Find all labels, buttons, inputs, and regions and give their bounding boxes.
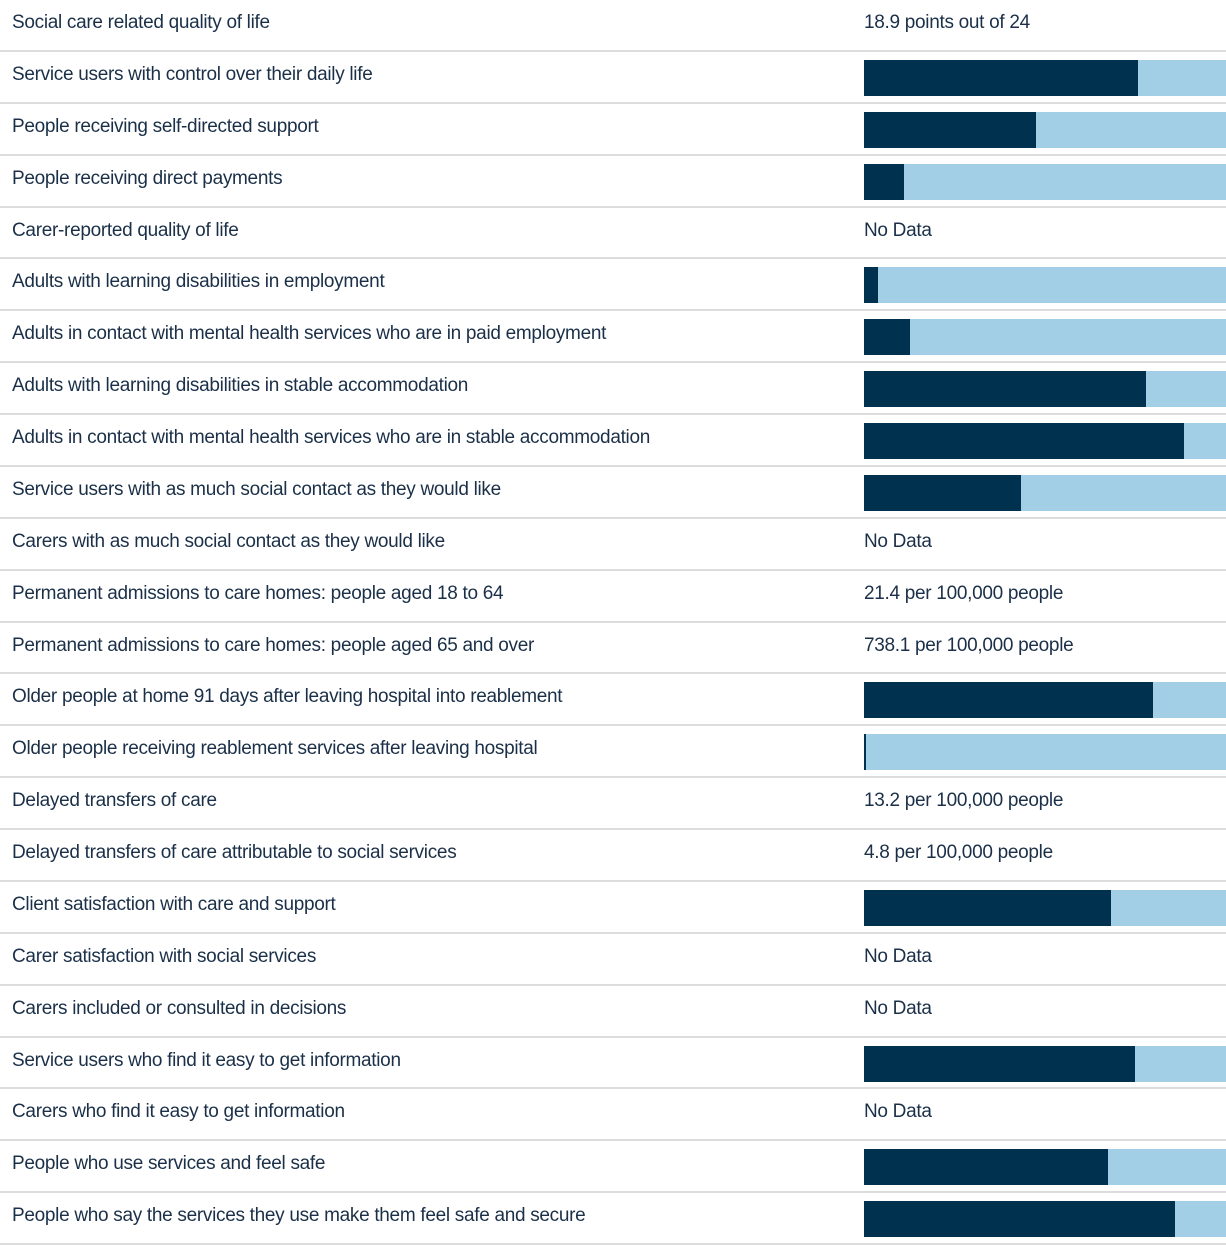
indicator-row: Service users with control over their da… (0, 52, 1226, 104)
bar-track (864, 734, 1226, 771)
bar (864, 267, 879, 304)
indicator-label: Service users with control over their da… (12, 63, 373, 85)
indicator-row: People receiving direct payments (0, 156, 1226, 208)
indicator-row: Delayed transfers of care 13.2 per 100,00… (0, 778, 1226, 830)
indicator-row: Permanent admissions to care homes: peop… (0, 571, 1226, 623)
indicator-value: No Data (864, 1101, 932, 1123)
indicator-label: Permanent admissions to care homes: peop… (12, 634, 535, 656)
indicator-value: No Data (864, 219, 932, 241)
bar (864, 1201, 1175, 1238)
indicator-label: People who use services and feel safe (12, 1153, 326, 1175)
indicator-value: No Data (864, 530, 932, 552)
indicator-row: Adults with learning disabilities in emp… (0, 259, 1226, 312)
indicator-row: Service users with as much social contac… (0, 467, 1226, 519)
bar (864, 423, 1184, 459)
bar (864, 1149, 1108, 1186)
indicator-row: Client satisfaction with care and suppor… (0, 882, 1226, 934)
indicator-label: Service users with as much social contac… (12, 478, 501, 500)
bar-track (864, 1149, 1226, 1186)
indicator-label: Delayed transfers of care attributable t… (12, 842, 457, 863)
indicator-label: Adults with learning disabilities in emp… (12, 271, 385, 293)
indicator-row: People receiving self-directed support (0, 104, 1226, 156)
indicator-label: Older people at home 91 days after leavi… (12, 686, 563, 708)
indicator-value: 4.8 per 100,000 people (864, 842, 1053, 863)
bar (864, 59, 1139, 96)
indicator-value: No Data (864, 997, 932, 1019)
bar-track (864, 319, 1226, 356)
indicator-row: People who say the services they use mak… (0, 1193, 1226, 1245)
indicator-label: Adults with learning disabilities in sta… (12, 375, 469, 397)
indicator-label: Adults in contact with mental health ser… (12, 427, 651, 448)
bar-track (864, 1045, 1226, 1082)
bar-track (864, 1201, 1226, 1238)
indicator-label: People who say the services they use mak… (12, 1205, 586, 1227)
indicator-value: 738.1 per 100,000 people (864, 634, 1074, 656)
bar (864, 682, 1153, 719)
indicator-label: Carers included or consulted in decision… (12, 997, 347, 1019)
indicator-row: Carers included or consulted in decision… (0, 986, 1226, 1038)
bar (864, 734, 867, 771)
indicator-row: Carer satisfaction with social services N… (0, 934, 1226, 986)
bar (864, 163, 904, 200)
indicator-label: Carer satisfaction with social services (12, 945, 317, 967)
indicator-row: Adults in contact with mental health ser… (0, 415, 1226, 467)
bar-track (864, 59, 1226, 96)
indicator-label: Permanent admissions to care homes: peop… (12, 582, 504, 604)
indicator-row: Delayed transfers of care attributable t… (0, 830, 1226, 882)
indicator-row: Service users who find it easy to get in… (0, 1038, 1226, 1090)
indicator-row: Carers with as much social contact as th… (0, 519, 1226, 571)
indicator-row: Adults in contact with mental health ser… (0, 311, 1226, 364)
indicator-label: Delayed transfers of care (12, 790, 217, 812)
indicator-label: Older people receiving reablement servic… (12, 738, 538, 760)
indicator-label: Carer-reported quality of life (12, 219, 239, 241)
indicator-label: Social care related quality of life (12, 12, 270, 33)
indicator-value: 18.9 points out of 24 (864, 12, 1030, 33)
bar-track (864, 163, 1226, 200)
indicator-value: No Data (864, 945, 932, 967)
indicator-row: Older people at home 91 days after leavi… (0, 674, 1226, 727)
indicator-label: Carers who find it easy to get informati… (12, 1101, 345, 1123)
bar-track (864, 423, 1226, 459)
indicator-value: 21.4 per 100,000 people (864, 582, 1064, 604)
bar (864, 371, 1147, 408)
bar-track (864, 682, 1226, 719)
indicator-label: Adults in contact with mental health ser… (12, 323, 607, 345)
bar (864, 474, 1022, 511)
bar-track (864, 474, 1226, 511)
bar-track (864, 267, 1226, 304)
indicator-label: Carers with as much social contact as th… (12, 530, 445, 552)
bar-track (864, 889, 1226, 926)
indicator-label: People receiving direct payments (12, 167, 283, 189)
indicator-row: Older people receiving reablement servic… (0, 726, 1226, 779)
indicator-row: Adults with learning disabilities in sta… (0, 363, 1226, 415)
indicator-row: Carers who find it easy to get informati… (0, 1089, 1226, 1142)
bar (864, 889, 1111, 926)
indicator-row: Carer-reported quality of life No Data (0, 208, 1226, 260)
indicator-label: People receiving self-directed support (12, 115, 319, 137)
indicator-label: Service users who find it easy to get in… (12, 1049, 401, 1071)
indicator-row: People who use services and feel safe (0, 1141, 1226, 1194)
bar-track (864, 111, 1226, 148)
bar (864, 111, 1036, 148)
indicator-value: 13.2 per 100,000 people (864, 790, 1064, 812)
indicator-row: Permanent admissions to care homes: peop… (0, 623, 1226, 675)
bar (864, 319, 910, 356)
indicator-label: Client satisfaction with care and suppor… (12, 893, 336, 915)
bar (864, 1045, 1136, 1082)
bar-track (864, 371, 1226, 408)
indicator-row: Social care related quality of life 18.9 … (0, 0, 1226, 52)
